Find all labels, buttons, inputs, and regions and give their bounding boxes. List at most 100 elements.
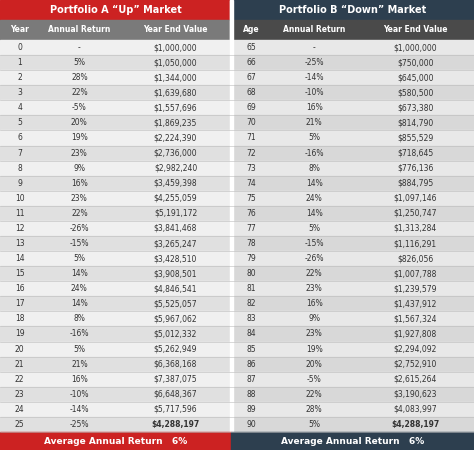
Bar [39, 20, 119, 40]
Text: 8%: 8% [73, 315, 85, 324]
Text: $1,116,291: $1,116,291 [394, 239, 437, 248]
Text: 8%: 8% [308, 164, 320, 173]
Bar [231, 372, 474, 387]
Text: 18: 18 [15, 315, 24, 324]
Text: 74: 74 [246, 179, 256, 188]
Text: 6: 6 [17, 134, 22, 143]
Text: -: - [313, 43, 316, 52]
Text: -26%: -26% [70, 224, 89, 233]
Bar [231, 55, 474, 70]
Bar [230, 20, 232, 40]
Text: $1,567,324: $1,567,324 [393, 315, 437, 324]
Text: 75: 75 [246, 194, 256, 203]
Text: $3,428,510: $3,428,510 [154, 254, 197, 263]
Text: 8: 8 [17, 164, 22, 173]
Bar [0, 326, 231, 342]
Bar [231, 402, 474, 417]
Text: -16%: -16% [70, 329, 89, 338]
Bar [231, 161, 474, 176]
Text: $1,927,808: $1,927,808 [394, 329, 437, 338]
Text: 5%: 5% [308, 134, 320, 143]
Text: $2,294,092: $2,294,092 [393, 345, 437, 354]
Text: 23%: 23% [71, 148, 88, 157]
Text: 0: 0 [17, 43, 22, 52]
Text: 23: 23 [15, 390, 24, 399]
Text: 9%: 9% [308, 315, 320, 324]
Text: $2,615,264: $2,615,264 [393, 375, 437, 384]
Text: 24: 24 [15, 405, 24, 414]
Text: 20%: 20% [71, 118, 88, 127]
Bar [231, 0, 474, 20]
Text: 23%: 23% [306, 329, 322, 338]
Text: 9%: 9% [73, 164, 85, 173]
Bar [356, 20, 474, 40]
Bar [231, 251, 474, 266]
Text: $1,250,747: $1,250,747 [393, 209, 437, 218]
Text: 5%: 5% [73, 254, 85, 263]
Text: $1,639,680: $1,639,680 [154, 88, 197, 97]
Text: 23%: 23% [71, 194, 88, 203]
Bar [231, 342, 474, 356]
Text: $5,717,596: $5,717,596 [154, 405, 197, 414]
Bar [231, 176, 474, 191]
Text: $1,000,000: $1,000,000 [154, 43, 197, 52]
Text: 77: 77 [246, 224, 256, 233]
Text: 90: 90 [246, 420, 256, 429]
Bar [0, 0, 231, 20]
Text: $4,255,059: $4,255,059 [154, 194, 197, 203]
Text: -25%: -25% [70, 420, 89, 429]
Text: $826,056: $826,056 [397, 254, 433, 263]
Text: 11: 11 [15, 209, 24, 218]
Bar [231, 145, 474, 161]
Text: $6,648,367: $6,648,367 [154, 390, 197, 399]
Text: $1,869,235: $1,869,235 [154, 118, 197, 127]
Bar [0, 372, 231, 387]
Text: -15%: -15% [70, 239, 89, 248]
Text: $5,191,172: $5,191,172 [154, 209, 197, 218]
Text: -5%: -5% [72, 104, 87, 112]
Text: 2: 2 [17, 73, 22, 82]
Text: $673,380: $673,380 [397, 104, 434, 112]
Text: $7,387,075: $7,387,075 [154, 375, 197, 384]
Text: -16%: -16% [304, 148, 324, 157]
Text: Portfolio A “Up” Market: Portfolio A “Up” Market [50, 5, 182, 15]
Text: 7: 7 [17, 148, 22, 157]
Text: $580,500: $580,500 [397, 88, 434, 97]
Text: $814,790: $814,790 [397, 118, 433, 127]
Text: -25%: -25% [304, 58, 324, 67]
Bar [0, 115, 231, 130]
Text: $855,529: $855,529 [397, 134, 433, 143]
Text: 16%: 16% [306, 104, 322, 112]
Text: 88: 88 [247, 390, 256, 399]
Text: 67: 67 [246, 73, 256, 82]
Text: 22: 22 [15, 375, 24, 384]
Bar [119, 20, 231, 40]
Text: $4,288,197: $4,288,197 [391, 420, 439, 429]
Bar [0, 296, 231, 311]
Bar [0, 236, 231, 251]
Text: $645,000: $645,000 [397, 73, 434, 82]
Bar [0, 55, 231, 70]
Text: 76: 76 [246, 209, 256, 218]
Text: 1: 1 [17, 58, 22, 67]
Text: 22%: 22% [71, 209, 88, 218]
Text: 16%: 16% [71, 375, 88, 384]
Text: Year: Year [10, 26, 29, 35]
Bar [231, 70, 474, 85]
Text: 28%: 28% [71, 73, 88, 82]
Text: Average Annual Return   6%: Average Annual Return 6% [44, 436, 187, 446]
Text: 23%: 23% [306, 284, 322, 293]
Text: $3,841,468: $3,841,468 [154, 224, 197, 233]
Text: $4,846,541: $4,846,541 [154, 284, 197, 293]
Text: $1,239,579: $1,239,579 [393, 284, 437, 293]
Bar [0, 311, 231, 326]
Text: 65: 65 [246, 43, 256, 52]
Text: 9: 9 [17, 179, 22, 188]
Bar [230, 0, 233, 432]
Bar [0, 417, 231, 432]
Bar [231, 221, 474, 236]
Text: 71: 71 [247, 134, 256, 143]
Text: 10: 10 [15, 194, 24, 203]
Text: 14%: 14% [306, 179, 322, 188]
Text: $3,908,501: $3,908,501 [154, 269, 197, 278]
